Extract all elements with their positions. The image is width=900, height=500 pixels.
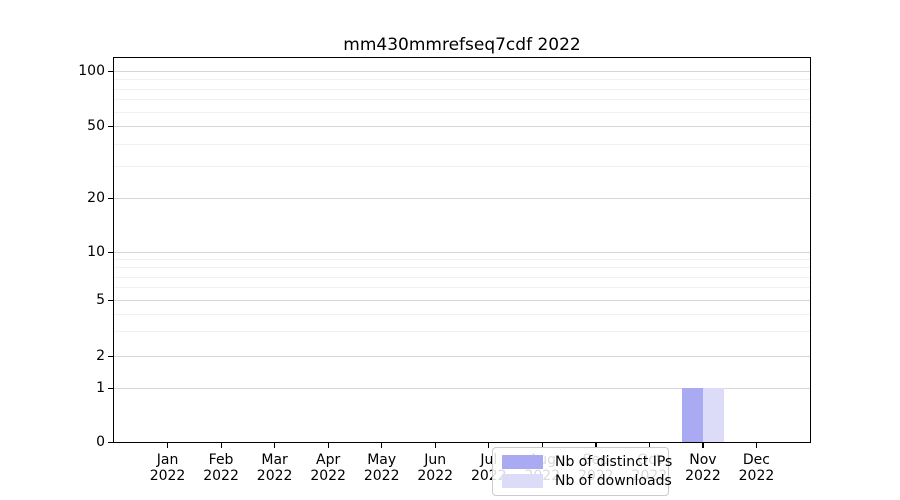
minor-gridline	[114, 313, 810, 315]
x-tick-label-line: 2022	[149, 468, 186, 484]
major-gridline	[114, 71, 810, 72]
x-axis-tick	[755, 443, 758, 448]
x-tick-label-line: 2022	[256, 468, 293, 484]
x-tick-label: Apr 2022	[296, 452, 360, 484]
major-gridline	[114, 252, 810, 253]
legend-item-downloads: Nb of downloads	[502, 474, 672, 488]
bar-downloads	[702, 388, 724, 442]
x-tick-label-line: 2022	[738, 468, 775, 484]
minor-gridline	[114, 79, 810, 81]
y-axis-tick	[108, 251, 113, 253]
minor-gridline	[114, 166, 810, 168]
x-axis-tick	[434, 443, 436, 448]
minor-gridline	[114, 143, 810, 145]
major-gridline	[114, 198, 810, 199]
legend-item-distinct-ips: Nb of distinct IPs	[502, 455, 672, 469]
y-tick-label: 50	[87, 118, 105, 134]
y-axis-tick	[108, 197, 113, 199]
x-tick-label: Nov 2022	[671, 452, 735, 484]
minor-gridline	[114, 276, 810, 278]
x-tick-label-line: 2022	[685, 468, 721, 484]
legend-label-downloads: Nb of downloads	[555, 473, 672, 489]
y-tick-label: 5	[96, 292, 105, 308]
x-tick-label: Dec 2022	[724, 452, 788, 484]
minor-gridline	[114, 331, 810, 333]
x-tick-label: Jun 2022	[403, 452, 467, 484]
minor-gridline	[114, 287, 810, 289]
y-axis-tick	[108, 70, 113, 72]
legend-swatch-downloads	[502, 474, 543, 488]
minor-gridline	[114, 88, 810, 90]
x-axis-tick	[327, 443, 329, 448]
y-axis-tick	[108, 441, 113, 443]
x-tick-label-line: May	[367, 452, 397, 468]
y-axis-tick	[108, 355, 113, 357]
legend-swatch-distinct-ips	[502, 455, 543, 469]
x-tick-label: Feb 2022	[189, 452, 253, 484]
x-tick-label-line: Nov	[689, 452, 717, 468]
major-gridline	[114, 300, 810, 301]
x-axis-tick	[648, 443, 651, 448]
x-axis-tick	[220, 443, 222, 448]
x-tick-label: May 2022	[350, 452, 414, 484]
major-gridline	[114, 388, 810, 389]
major-gridline	[114, 126, 810, 127]
minor-gridline	[114, 111, 810, 113]
x-axis-tick	[595, 443, 597, 448]
y-tick-label: 0	[96, 434, 105, 450]
x-tick-label-line: Feb	[208, 452, 234, 468]
x-tick-label-line: 2022	[310, 468, 346, 484]
minor-gridline	[114, 99, 810, 101]
x-tick-label-line: Mar	[261, 452, 288, 468]
x-tick-label-line: 2022	[203, 468, 239, 484]
x-axis-tick	[274, 443, 276, 448]
minor-gridline	[114, 259, 810, 261]
x-tick-label-line: Jun	[424, 452, 447, 468]
major-gridline	[114, 356, 810, 357]
x-tick-label-line: Dec	[742, 452, 770, 468]
x-tick-label-line: Apr	[316, 452, 341, 468]
y-tick-label: 10	[87, 244, 105, 260]
x-axis-tick	[488, 443, 490, 448]
y-axis-tick	[108, 387, 113, 389]
x-tick-label-line: Jan	[156, 452, 179, 468]
y-axis-tick	[108, 125, 113, 127]
y-tick-label: 100	[78, 63, 105, 79]
x-axis-tick	[167, 443, 169, 448]
x-axis-tick	[702, 443, 704, 448]
bar-distinct-ips	[682, 388, 703, 442]
x-axis-tick	[381, 443, 383, 448]
legend-label-distinct-ips: Nb of distinct IPs	[555, 454, 673, 470]
minor-gridline	[114, 267, 810, 269]
x-tick-label: Mar 2022	[243, 452, 307, 484]
plot-area: Nb of distinct IPs Nb of downloads	[113, 57, 811, 496]
x-tick-label: Jan 2022	[136, 452, 200, 484]
chart-title: mm430mmrefseq7cdf 2022	[343, 35, 581, 55]
y-tick-label: 2	[96, 348, 105, 364]
x-tick-label-line: 2022	[363, 468, 400, 484]
y-tick-label: 1	[96, 380, 105, 396]
y-tick-label: 20	[87, 190, 105, 206]
x-tick-label-line: 2022	[417, 468, 454, 484]
legend: Nb of distinct IPs Nb of downloads	[492, 447, 672, 496]
x-axis-tick	[541, 443, 543, 448]
y-axis-tick	[108, 299, 113, 301]
